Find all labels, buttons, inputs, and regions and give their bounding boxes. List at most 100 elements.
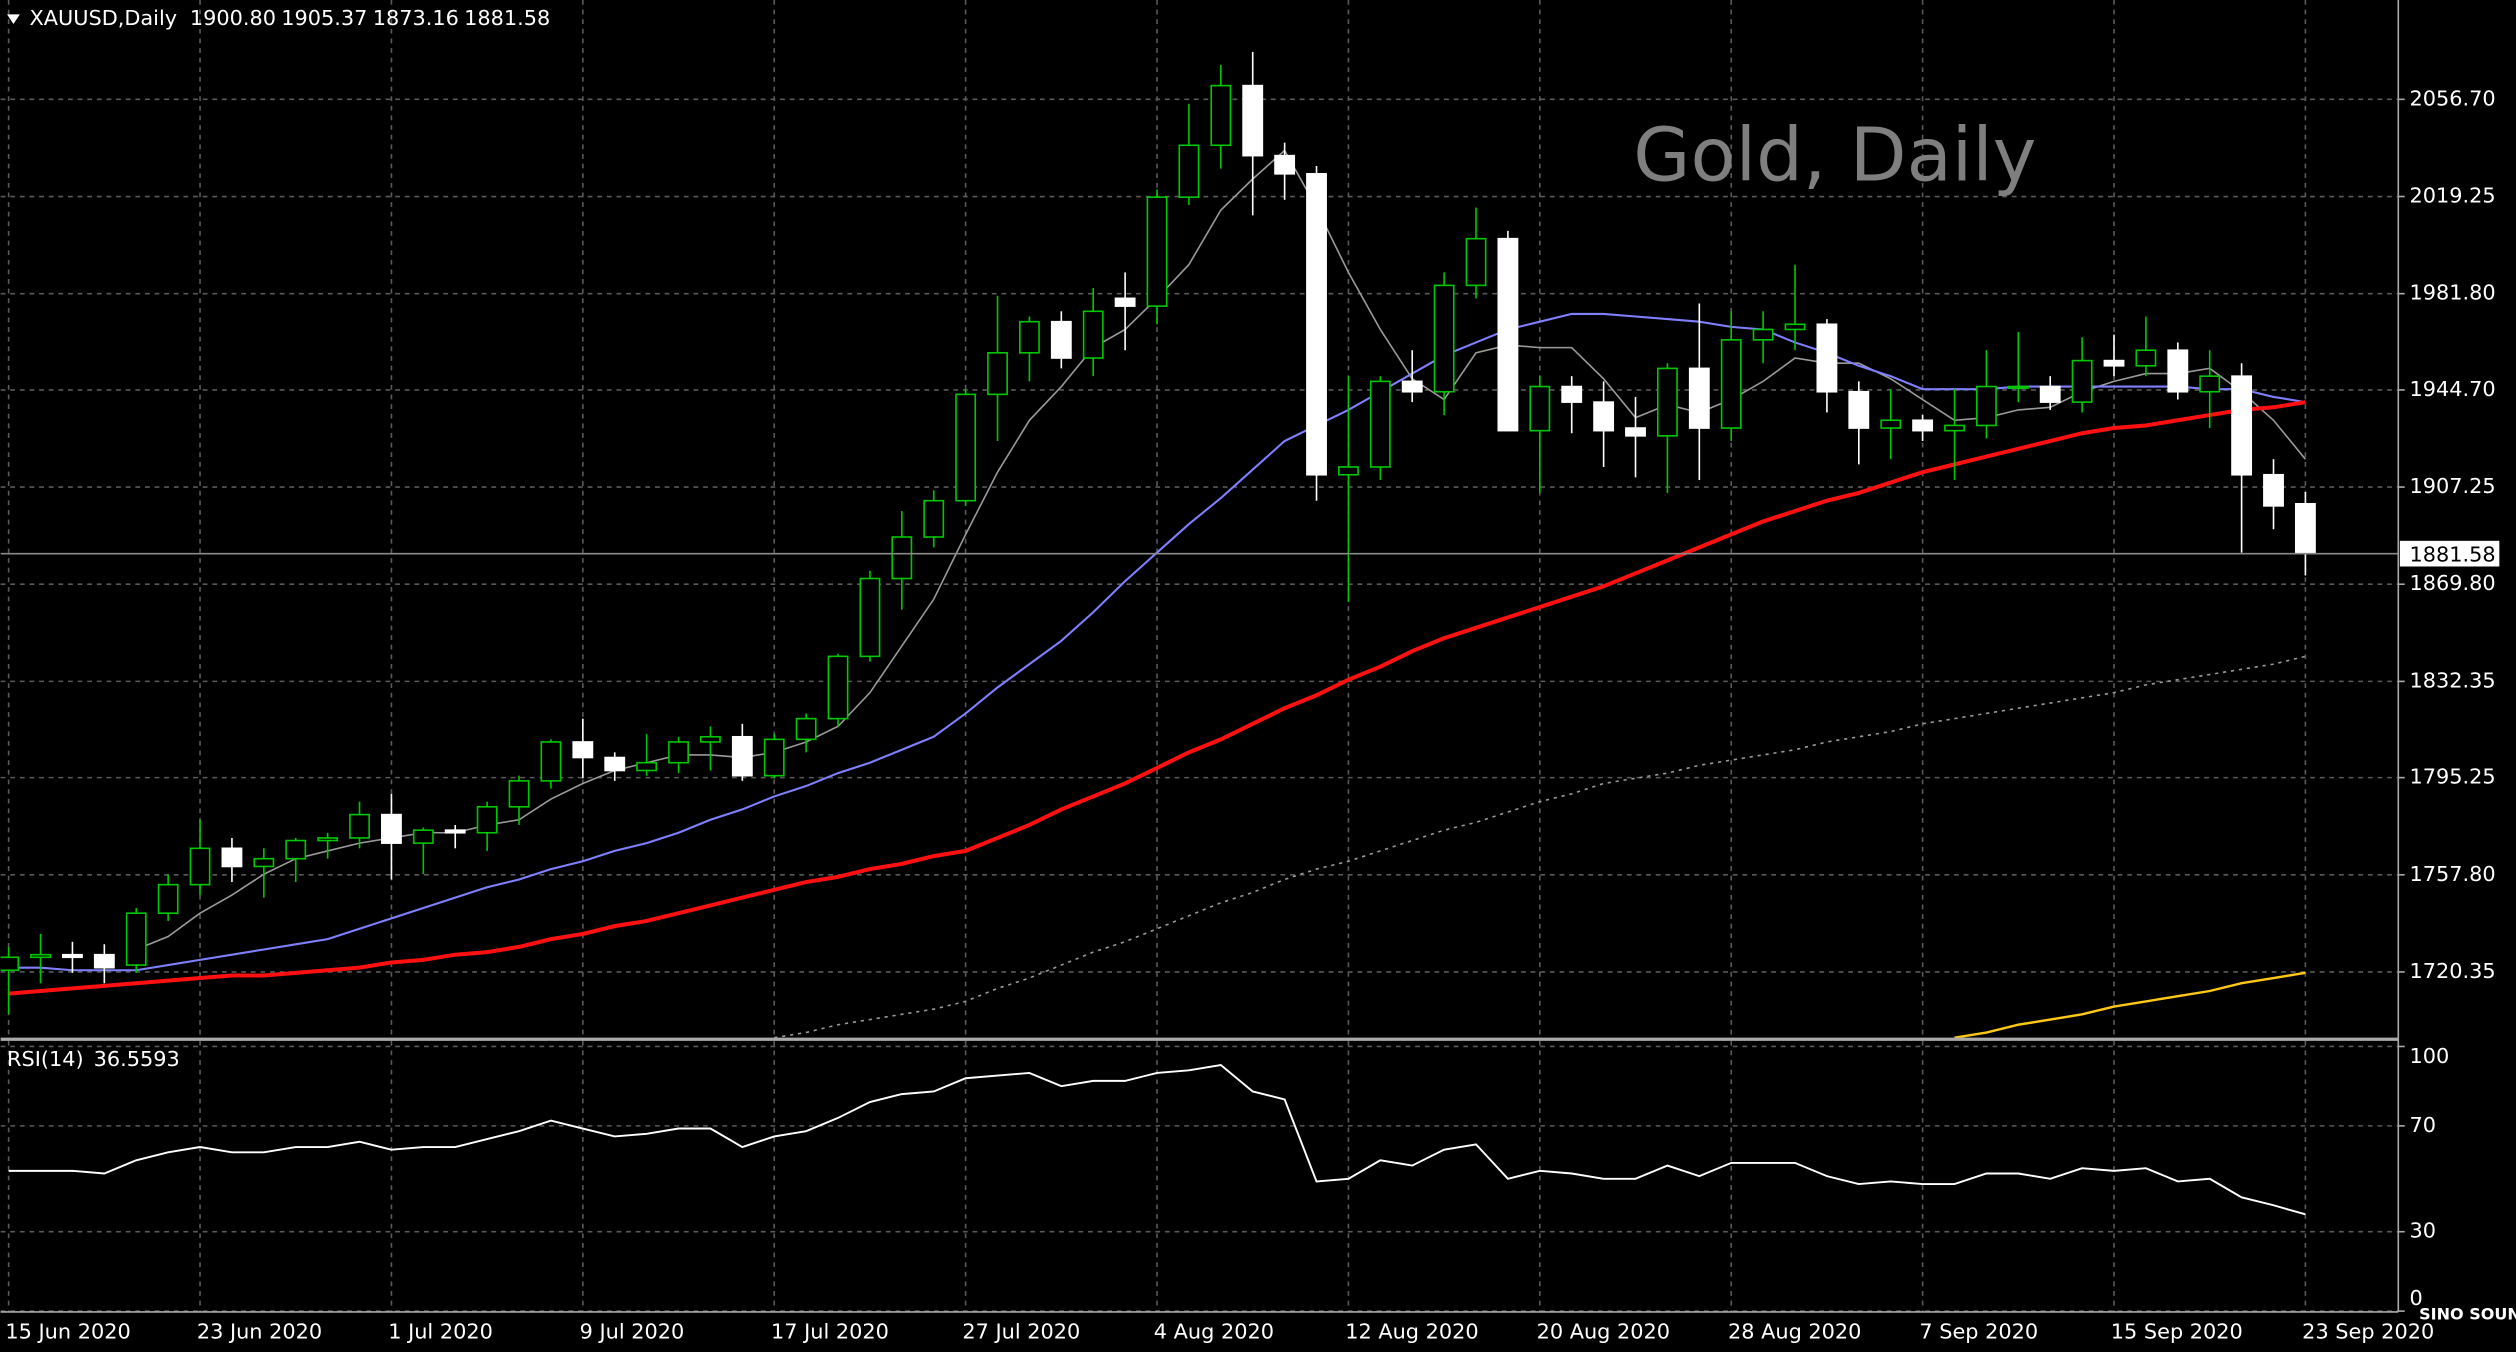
- moving-average: [1954, 971, 2306, 1039]
- x-tick-label: 1 Jul 2020: [388, 1320, 493, 1344]
- y-tick-label: 100: [2410, 1044, 2450, 1068]
- candle-body: [636, 761, 658, 772]
- candle-body: [2263, 473, 2284, 507]
- x-tick-label: 7 Sep 2020: [1919, 1320, 2038, 1344]
- low-value: 1873.16: [373, 6, 459, 30]
- price-plot: [0, 0, 2399, 1040]
- candle-body: [1019, 320, 1040, 354]
- candle-body: [2039, 385, 2061, 403]
- current-price-box: [2399, 540, 2500, 567]
- candle-body: [1625, 427, 1646, 437]
- candle-body: [2007, 385, 2029, 389]
- candle-body: [1720, 339, 1742, 429]
- candle-body: [1306, 173, 1327, 476]
- x-tick-label: 20 Aug 2020: [1537, 1320, 1670, 1344]
- candle-body: [700, 735, 721, 743]
- rsi-value: 36.5593: [94, 1047, 180, 1071]
- y-tick-label: 30: [2410, 1219, 2437, 1243]
- candle-body: [1784, 323, 1806, 331]
- candle-body: [1656, 367, 1678, 437]
- y-tick-label: 1944.70: [2410, 377, 2496, 401]
- candle-body: [412, 829, 434, 844]
- logo: SINO SOUND: [2419, 1305, 2516, 1324]
- candle-body: [349, 813, 370, 839]
- y-tick-label: 1720.35: [2410, 959, 2496, 983]
- x-tick-label: 23 Sep 2020: [2302, 1320, 2434, 1344]
- candle-body: [955, 393, 977, 502]
- candle-body: [444, 829, 466, 834]
- high-value: 1905.37: [281, 6, 367, 30]
- candle-body: [2167, 349, 2189, 393]
- x-tick-label: 15 Sep 2020: [2111, 1320, 2243, 1344]
- y-tick-label: 1757.80: [2410, 862, 2496, 886]
- candle-body: [1337, 466, 1359, 476]
- candle-body: [2294, 503, 2316, 555]
- rsi-line: [8, 1063, 2306, 1216]
- candle-body: [1593, 401, 1615, 432]
- moving-average: [8, 312, 2306, 972]
- candle-body: [508, 780, 530, 808]
- x-tick-label: 28 Aug 2020: [1728, 1320, 1861, 1344]
- moving-average: [774, 655, 2306, 1039]
- candle-body: [1752, 328, 1774, 341]
- candle-body: [668, 741, 689, 764]
- y-tick-label: 0: [2410, 1286, 2423, 1310]
- candle-body: [859, 577, 881, 658]
- candle-body: [1975, 385, 1997, 427]
- x-tick-label: 4 Aug 2020: [1154, 1320, 1274, 1344]
- y-tick-label: 1795.25: [2410, 765, 2496, 789]
- candle-body: [1848, 390, 1870, 429]
- candle-body: [2103, 359, 2125, 367]
- candle-body: [1944, 424, 1965, 432]
- candle-body: [317, 837, 339, 842]
- candle-body: [1688, 367, 1710, 429]
- candle-body: [62, 953, 83, 959]
- y-tick-label: 2019.25: [2410, 184, 2496, 208]
- candle-body: [604, 756, 626, 772]
- candle-body: [1178, 144, 1200, 198]
- menu-triangle[interactable]: [7, 14, 20, 25]
- candle-body: [0, 956, 20, 972]
- y-tick-label: 2056.70: [2410, 86, 2496, 110]
- candle-body: [1433, 284, 1455, 393]
- candle-body: [1561, 385, 1583, 403]
- x-tick-label: 9 Jul 2020: [580, 1320, 685, 1344]
- x-tick-label: 17 Jul 2020: [771, 1320, 889, 1344]
- close-value: 1881.58: [464, 6, 550, 30]
- current-price-label: 1881.58: [2410, 542, 2496, 566]
- candle-body: [987, 352, 1008, 396]
- x-tick-label: 23 Jun 2020: [197, 1320, 322, 1344]
- x-tick-label: 27 Jul 2020: [962, 1320, 1080, 1344]
- candle-body: [1210, 84, 1232, 147]
- open-value: 1900.80: [190, 6, 276, 30]
- candle-body: [1050, 320, 1072, 359]
- y-tick-label: 1981.80: [2410, 281, 2496, 305]
- candle-body: [93, 953, 115, 969]
- candle-body: [253, 857, 275, 868]
- candle-body: [1274, 154, 1296, 175]
- candle-body: [572, 741, 594, 759]
- candle-body: [476, 806, 498, 834]
- x-tick-label: 15 Jun 2020: [5, 1320, 130, 1344]
- y-tick-label: 1907.25: [2410, 474, 2496, 498]
- candle-body: [891, 536, 913, 580]
- candle-body: [125, 912, 147, 966]
- candle-body: [1880, 419, 1902, 429]
- candle-body: [221, 847, 243, 868]
- candle-body: [285, 839, 307, 860]
- candle-body: [2199, 375, 2221, 393]
- candle-body: [381, 813, 402, 844]
- candle-body: [2231, 375, 2253, 476]
- candle-body: [1242, 84, 1264, 157]
- candle-body: [1369, 380, 1391, 468]
- moving-average: [135, 149, 2307, 951]
- candle-body: [2071, 359, 2093, 403]
- symbol-title: XAUUSD,Daily: [29, 6, 177, 30]
- candle-body: [157, 883, 179, 914]
- candle-body: [540, 741, 562, 782]
- candle-body: [1114, 297, 1136, 307]
- candle-body: [189, 847, 211, 886]
